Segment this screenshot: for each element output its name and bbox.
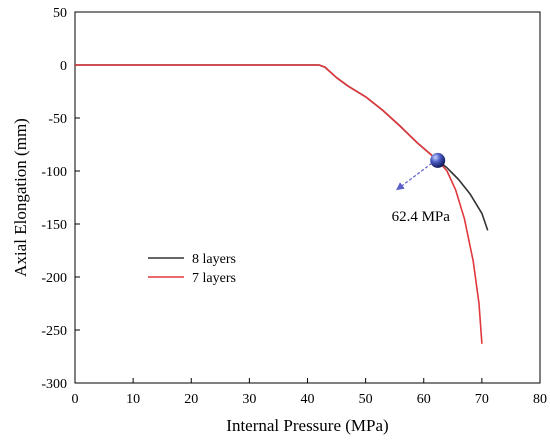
- legend-label-1: 8 layers: [192, 252, 236, 267]
- y-axis-label: Axial Elongation (mm): [11, 118, 30, 277]
- series-line-1: [75, 64, 489, 231]
- x-tick-label: 80: [533, 392, 547, 407]
- x-tick-label: 20: [184, 392, 198, 407]
- y-axis: 50 0 -50 -100 -150 -200 -250 -300: [41, 6, 80, 392]
- critical-point-marker: [430, 152, 446, 168]
- y-tick-label: -150: [41, 218, 67, 233]
- y-tick-label: -200: [41, 271, 67, 286]
- plot-border: [74, 11, 541, 384]
- x-tick-label: 60: [417, 392, 431, 407]
- y-tick-label: 0: [60, 59, 67, 74]
- annotation-label: 62.4 MPa: [392, 209, 451, 225]
- series-line-2: [75, 64, 483, 344]
- x-tick-label: 50: [359, 392, 373, 407]
- y-tick-label: -300: [41, 377, 67, 392]
- legend: 8 layers 7 layers: [148, 252, 236, 286]
- x-axis-label: Internal Pressure (MPa): [226, 416, 388, 435]
- y-tick-label: 50: [53, 6, 67, 21]
- x-tick-label: 70: [475, 392, 489, 407]
- y-tick-label: -100: [41, 165, 67, 180]
- y-tick-label: -250: [41, 324, 67, 339]
- legend-label-2: 7 layers: [192, 271, 236, 286]
- series-layer: [75, 64, 489, 344]
- x-tick-label: 0: [72, 392, 79, 407]
- annotation-layer: 62.4 MPa: [392, 152, 451, 225]
- x-tick-label: 40: [301, 392, 315, 407]
- annotation-arrow: [395, 162, 433, 191]
- plot-frame: [74, 11, 541, 384]
- x-axis: 0 10 20 30 40 50 60 70 80: [72, 378, 547, 407]
- y-tick-label: -50: [48, 112, 67, 127]
- x-tick-label: 10: [126, 392, 140, 407]
- x-tick-label: 30: [242, 392, 256, 407]
